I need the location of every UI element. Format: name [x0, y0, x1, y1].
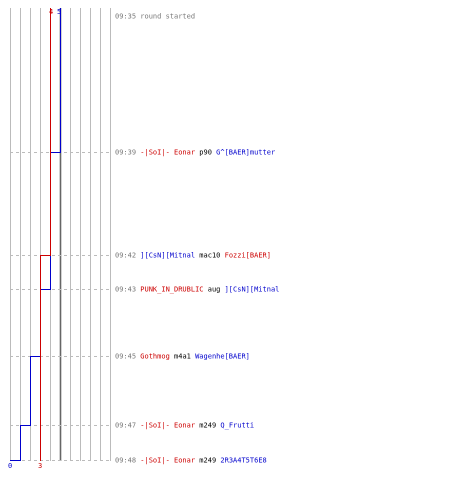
event-victim: G^[BAER]mutter — [212, 149, 275, 157]
event-weapon: p90 — [195, 149, 212, 157]
event-victim: ][CsN][Mitnal — [220, 286, 279, 294]
event-row: 09:47 -|SoI|- Eonar m249 Q_Frutti — [115, 422, 254, 430]
red-start-count-label: 4 — [49, 8, 53, 16]
event-row: 09:39 -|SoI|- Eonar p90 G^[BAER]mutter — [115, 149, 275, 157]
red-team-step-line — [40, 8, 51, 461]
event-weapon: mac10 — [195, 252, 220, 260]
event-victim: 2R3A4T5T6E8 — [216, 457, 267, 465]
event-weapon: aug — [204, 286, 221, 294]
event-victim: Q_Frutti — [216, 422, 254, 430]
event-time: 09:35 — [115, 13, 136, 21]
event-time: 09:39 — [115, 149, 136, 157]
event-message: round started — [136, 13, 195, 21]
event-row: 09:42 ][CsN][Mitnal mac10 Fozzi[BAER] — [115, 252, 271, 260]
event-time: 09:42 — [115, 252, 136, 260]
blue-team-step-line — [10, 8, 61, 461]
event-row: 09:48 -|SoI|- Eonar m249 2R3A4T5T6E8 — [115, 457, 267, 465]
event-time: 09:45 — [115, 353, 136, 361]
event-killer: -|SoI|- Eonar — [136, 149, 195, 157]
event-victim: Fozzi[BAER] — [220, 252, 271, 260]
event-victim: Wagenhe[BAER] — [191, 353, 250, 361]
event-weapon: m249 — [195, 422, 216, 430]
blue-start-count-label: 5 — [57, 8, 61, 16]
event-row: 09:35 round started — [115, 13, 195, 21]
event-killer: ][CsN][Mitnal — [136, 252, 195, 260]
event-time: 09:48 — [115, 457, 136, 465]
event-killer: -|SoI|- Eonar — [136, 422, 195, 430]
event-weapon: m4a1 — [170, 353, 191, 361]
event-row: 09:45 Gothmog m4a1 Wagenhe[BAER] — [115, 353, 250, 361]
event-killer: PUNK_IN_DRUBLIC — [136, 286, 203, 294]
event-time: 09:47 — [115, 422, 136, 430]
event-time: 09:43 — [115, 286, 136, 294]
event-row: 09:43 PUNK_IN_DRUBLIC aug ][CsN][Mitnal — [115, 286, 279, 294]
blue-end-count-label: 0 — [8, 462, 12, 470]
event-killer: -|SoI|- Eonar — [136, 457, 195, 465]
event-killer: Gothmog — [136, 353, 170, 361]
event-weapon: m249 — [195, 457, 216, 465]
red-end-count-label: 3 — [38, 462, 42, 470]
